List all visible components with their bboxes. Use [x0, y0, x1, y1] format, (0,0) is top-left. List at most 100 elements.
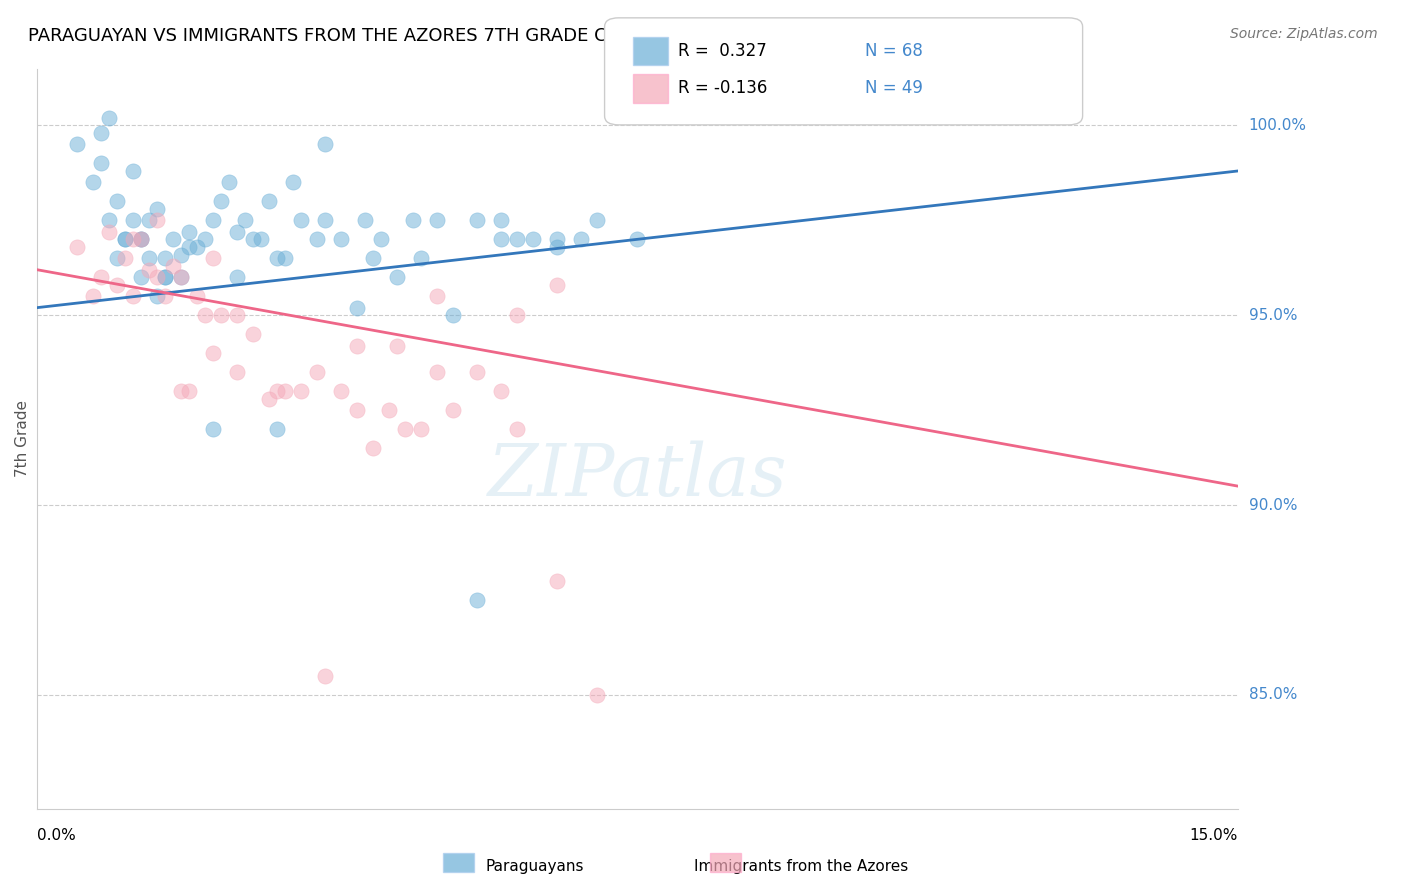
Point	[307, 232, 329, 246]
Point	[465, 593, 488, 607]
Point	[314, 137, 336, 152]
Text: Immigrants from the Azores: Immigrants from the Azores	[695, 859, 908, 874]
Point	[146, 289, 169, 303]
Y-axis label: 7th Grade: 7th Grade	[15, 401, 30, 477]
Point	[506, 232, 529, 246]
Point	[274, 384, 297, 399]
Point	[129, 232, 152, 246]
Point	[257, 194, 280, 209]
Text: Paraguayans: Paraguayans	[485, 859, 583, 874]
Point	[354, 213, 377, 227]
Point	[177, 384, 200, 399]
Point	[177, 240, 200, 254]
Point	[177, 225, 200, 239]
Point	[569, 232, 592, 246]
Point	[90, 126, 112, 140]
Point	[626, 232, 648, 246]
Point	[361, 252, 384, 266]
Point	[346, 301, 368, 315]
Point	[226, 270, 249, 285]
Point	[378, 403, 401, 417]
Text: 100.0%: 100.0%	[1249, 118, 1306, 133]
Point	[66, 137, 89, 152]
Point	[209, 308, 232, 322]
Point	[194, 308, 217, 322]
Text: 90.0%: 90.0%	[1249, 498, 1298, 513]
Point	[90, 156, 112, 170]
Point	[402, 213, 425, 227]
Point	[522, 232, 544, 246]
Point	[162, 232, 184, 246]
Point	[122, 289, 145, 303]
Point	[290, 213, 312, 227]
Point	[346, 338, 368, 352]
Text: 95.0%: 95.0%	[1249, 308, 1298, 323]
Point	[202, 346, 225, 360]
Text: PARAGUAYAN VS IMMIGRANTS FROM THE AZORES 7TH GRADE CORRELATION CHART: PARAGUAYAN VS IMMIGRANTS FROM THE AZORES…	[28, 27, 789, 45]
Point	[586, 688, 609, 702]
Point	[330, 232, 353, 246]
Point	[153, 252, 176, 266]
Point	[146, 202, 169, 216]
Text: 85.0%: 85.0%	[1249, 688, 1296, 702]
Point	[411, 422, 433, 436]
Point	[281, 175, 304, 189]
Point	[314, 669, 336, 683]
Point	[114, 232, 136, 246]
Point	[226, 308, 249, 322]
Point	[146, 270, 169, 285]
Point	[465, 365, 488, 379]
Point	[218, 175, 240, 189]
Text: ZIPatlas: ZIPatlas	[488, 441, 787, 511]
Point	[394, 422, 416, 436]
Point	[506, 308, 529, 322]
Point	[129, 232, 152, 246]
Point	[257, 392, 280, 406]
Point	[370, 232, 392, 246]
Text: N = 68: N = 68	[865, 42, 922, 60]
Point	[441, 403, 464, 417]
Point	[170, 270, 193, 285]
Point	[114, 252, 136, 266]
Point	[186, 289, 208, 303]
Point	[138, 252, 160, 266]
Point	[361, 441, 384, 455]
Point	[266, 252, 288, 266]
Point	[290, 384, 312, 399]
Text: N = 49: N = 49	[865, 79, 922, 97]
Point	[129, 270, 152, 285]
Point	[82, 289, 104, 303]
Point	[250, 232, 273, 246]
Point	[441, 308, 464, 322]
Point	[202, 213, 225, 227]
Point	[90, 270, 112, 285]
Text: R =  0.327: R = 0.327	[678, 42, 766, 60]
Point	[346, 403, 368, 417]
Text: R = -0.136: R = -0.136	[678, 79, 768, 97]
Point	[426, 213, 449, 227]
Point	[586, 213, 609, 227]
Point	[146, 213, 169, 227]
Point	[105, 252, 128, 266]
Point	[226, 225, 249, 239]
Point	[274, 252, 297, 266]
Point	[138, 213, 160, 227]
Point	[489, 232, 512, 246]
Point	[82, 175, 104, 189]
Point	[122, 213, 145, 227]
Point	[162, 259, 184, 273]
Point	[266, 384, 288, 399]
Point	[233, 213, 256, 227]
Point	[98, 111, 121, 125]
Point	[314, 213, 336, 227]
Point	[307, 365, 329, 379]
Text: Source: ZipAtlas.com: Source: ZipAtlas.com	[1230, 27, 1378, 41]
Point	[385, 270, 408, 285]
Point	[209, 194, 232, 209]
Point	[98, 225, 121, 239]
Text: 0.0%: 0.0%	[37, 828, 76, 843]
Point	[105, 194, 128, 209]
Point	[546, 574, 568, 588]
Point	[202, 422, 225, 436]
Point	[170, 384, 193, 399]
